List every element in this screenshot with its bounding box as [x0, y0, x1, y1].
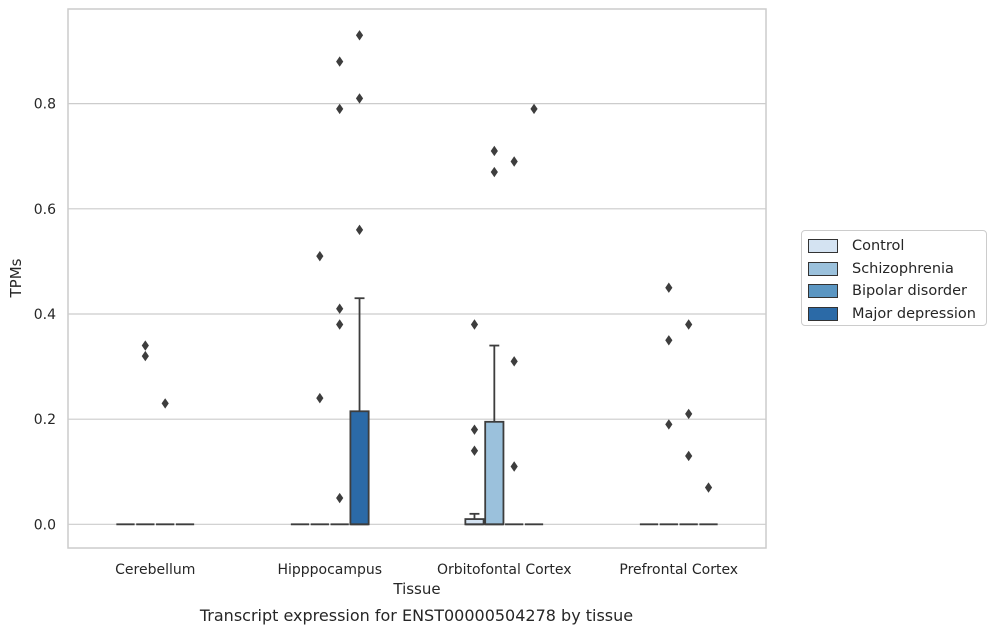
outlier-point [510, 356, 518, 367]
x-axis-label: Tissue [392, 580, 440, 598]
outlier-point [336, 303, 344, 314]
y-tick-label: 0.0 [34, 517, 56, 533]
y-axis-label: TPMs [7, 258, 25, 298]
x-tick-label: Prefrontal Cortex [619, 562, 738, 578]
legend-item: Major depression [808, 303, 986, 326]
outlier-point [665, 419, 673, 430]
outlier-point [355, 30, 364, 41]
box-bipolar-disorder [330, 56, 349, 526]
box-control [464, 319, 485, 526]
outlier-point [665, 335, 673, 346]
box [349, 410, 370, 526]
legend-label: Control [852, 238, 905, 255]
y-tick-labels: 0.0 0.2 0.4 0.6 0.8 [34, 97, 56, 534]
outlier-point [355, 93, 364, 104]
outlier-point [470, 445, 479, 456]
outlier-point [336, 492, 344, 504]
box-schizophrenia [310, 250, 329, 526]
outlier-point [336, 56, 344, 67]
legend-item: Bipolar disorder [808, 280, 986, 303]
legend-label: Major depression [852, 305, 976, 322]
outlier-point [470, 319, 479, 330]
box-schizophrenia [136, 340, 155, 526]
box [484, 420, 505, 526]
outlier-point [490, 166, 498, 178]
outlier-point [685, 450, 693, 462]
outlier-point [470, 424, 479, 435]
box-schizophrenia [659, 282, 678, 526]
outlier-point [141, 340, 149, 351]
outlier-point [355, 224, 364, 236]
x-tick-label: Orbitofontal Cortex [437, 562, 572, 578]
outlier-point [665, 282, 673, 293]
outlier-point [510, 461, 518, 472]
y-tick-label: 0.4 [34, 307, 56, 323]
outlier-point [161, 398, 169, 409]
legend-swatch [808, 284, 838, 299]
outlier-point [685, 319, 693, 330]
legend-swatch [808, 306, 838, 321]
plot-frame [67, 8, 767, 549]
box-major-depression [524, 103, 544, 526]
legend-swatch [808, 239, 838, 254]
outlier-point [336, 103, 344, 115]
x-tick-label: Cerebellum [115, 562, 195, 578]
outlier-point [510, 156, 518, 167]
legend-item: Schizophrenia [808, 258, 986, 281]
outlier-point [490, 145, 498, 157]
figure-caption: Transcript expression for ENST0000050427… [199, 606, 634, 625]
box-bipolar-disorder [679, 319, 698, 526]
chart-marks [116, 30, 718, 526]
outlier-point [316, 392, 324, 404]
y-tick-label: 0.2 [34, 412, 56, 428]
box-major-depression [699, 482, 718, 526]
legend-item: Control [808, 235, 986, 258]
box-major-depression [349, 30, 370, 526]
gridlines [68, 103, 766, 525]
y-tick-label: 0.6 [34, 202, 56, 218]
box-bipolar-disorder [505, 156, 524, 526]
x-tick-label: Hipppocampus [277, 562, 382, 578]
legend-label: Bipolar disorder [852, 283, 967, 300]
outlier-point [141, 350, 149, 362]
outlier-point [685, 408, 693, 420]
outlier-point [704, 482, 713, 493]
outlier-point [530, 103, 538, 115]
y-tick-label: 0.8 [34, 97, 56, 113]
legend-label: Schizophrenia [852, 260, 954, 277]
outlier-point [316, 250, 324, 262]
box-bipolar-disorder [156, 398, 175, 526]
legend-swatch [808, 261, 838, 276]
box-schizophrenia [484, 145, 505, 526]
legend: Control Schizophrenia Bipolar disorder Majo… [801, 230, 987, 326]
outlier-point [336, 319, 344, 330]
x-tick-labels: Cerebellum Hipppocampus Orbitofontal Corte… [115, 562, 738, 578]
